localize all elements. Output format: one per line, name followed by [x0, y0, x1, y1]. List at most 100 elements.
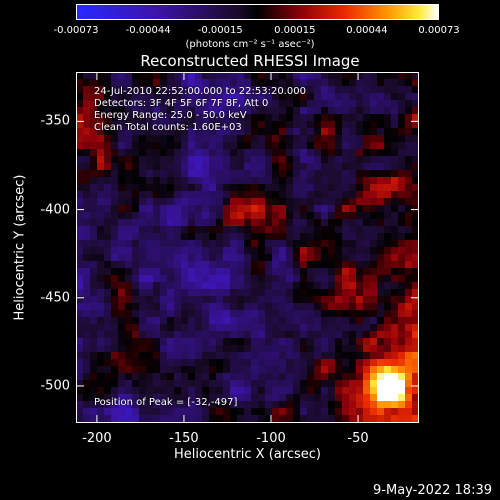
heatmap-cell	[251, 359, 258, 366]
heatmap-cell	[279, 247, 286, 254]
heatmap-cell	[272, 219, 279, 226]
heatmap-cell	[328, 380, 335, 387]
heatmap-cell	[286, 387, 293, 394]
heatmap-cell	[153, 408, 160, 415]
heatmap-cell	[90, 415, 97, 422]
heatmap-cell	[300, 352, 307, 359]
heatmap-cell	[377, 240, 384, 247]
heatmap-cell	[167, 142, 174, 149]
heatmap-cell	[391, 366, 398, 373]
heatmap-cell	[251, 198, 258, 205]
heatmap-cell	[118, 401, 125, 408]
heatmap-cell	[118, 254, 125, 261]
heatmap-cell	[132, 345, 139, 352]
heatmap-cell	[153, 107, 160, 114]
heatmap-cell	[300, 212, 307, 219]
heatmap-cell	[293, 205, 300, 212]
heatmap-cell	[370, 142, 377, 149]
heatmap-cell	[321, 373, 328, 380]
heatmap-cell	[90, 156, 97, 163]
heatmap-cell	[321, 296, 328, 303]
heatmap-cell	[195, 415, 202, 422]
heatmap-cell	[363, 128, 370, 135]
heatmap-cell	[237, 261, 244, 268]
heatmap-cell	[405, 114, 412, 121]
heatmap-cell	[146, 184, 153, 191]
heatmap-cell	[342, 86, 349, 93]
heatmap-cell	[230, 366, 237, 373]
heatmap-cell	[97, 240, 104, 247]
heatmap-cell	[321, 184, 328, 191]
heatmap-cell	[230, 128, 237, 135]
heatmap-cell	[321, 142, 328, 149]
heatmap-cell	[76, 324, 83, 331]
heatmap-cell	[342, 100, 349, 107]
heatmap-cell	[223, 184, 230, 191]
heatmap-cell	[398, 408, 405, 415]
heatmap-cell	[398, 205, 405, 212]
heatmap-cell	[195, 352, 202, 359]
heatmap-cell	[384, 352, 391, 359]
heatmap-cell	[356, 128, 363, 135]
heatmap-cell	[314, 408, 321, 415]
heatmap-cell	[181, 366, 188, 373]
heatmap-cell	[111, 359, 118, 366]
heatmap-cell	[251, 233, 258, 240]
heatmap-cell	[153, 86, 160, 93]
heatmap-cell	[111, 163, 118, 170]
heatmap-cell	[111, 198, 118, 205]
heatmap-cell	[300, 387, 307, 394]
heatmap-cell	[237, 303, 244, 310]
heatmap-cell	[265, 415, 272, 422]
heatmap-cell	[118, 233, 125, 240]
heatmap-cell	[139, 261, 146, 268]
heatmap-cell	[97, 170, 104, 177]
heatmap-cell	[97, 380, 104, 387]
heatmap-cell	[153, 149, 160, 156]
heatmap-cell	[398, 121, 405, 128]
heatmap-cell	[328, 359, 335, 366]
heatmap-cell	[153, 387, 160, 394]
heatmap-cell	[167, 198, 174, 205]
heatmap-cell	[160, 142, 167, 149]
heatmap-cell	[174, 170, 181, 177]
heatmap-cell	[335, 114, 342, 121]
heatmap-cell	[244, 212, 251, 219]
heatmap-cell	[412, 415, 419, 422]
heatmap-cell	[118, 114, 125, 121]
heatmap-cell	[97, 226, 104, 233]
heatmap-cell	[188, 338, 195, 345]
heatmap-cell	[244, 191, 251, 198]
heatmap-cell	[223, 303, 230, 310]
heatmap-cell	[188, 79, 195, 86]
heatmap-cell	[76, 219, 83, 226]
heatmap-cell	[314, 212, 321, 219]
heatmap-cell	[83, 359, 90, 366]
heatmap-cell	[391, 107, 398, 114]
heatmap-cell	[132, 331, 139, 338]
heatmap-cell	[195, 303, 202, 310]
heatmap-cell	[174, 282, 181, 289]
heatmap-cell	[118, 380, 125, 387]
heatmap-cell	[384, 170, 391, 177]
heatmap-cell	[370, 170, 377, 177]
heatmap-cell	[83, 408, 90, 415]
heatmap-cell	[174, 212, 181, 219]
heatmap-cell	[251, 128, 258, 135]
heatmap-cell	[125, 247, 132, 254]
heatmap-cell	[216, 184, 223, 191]
heatmap-cell	[363, 149, 370, 156]
heatmap-cell	[223, 359, 230, 366]
heatmap-cell	[111, 79, 118, 86]
heatmap-cell	[328, 107, 335, 114]
heatmap-cell	[230, 114, 237, 121]
heatmap-cell	[202, 107, 209, 114]
heatmap-cell	[363, 163, 370, 170]
heatmap-cell	[181, 324, 188, 331]
heatmap-cell	[349, 373, 356, 380]
heatmap-cell	[307, 296, 314, 303]
heatmap-cell	[125, 142, 132, 149]
heatmap-cell	[328, 324, 335, 331]
heatmap-cell	[216, 156, 223, 163]
heatmap-cell	[83, 212, 90, 219]
